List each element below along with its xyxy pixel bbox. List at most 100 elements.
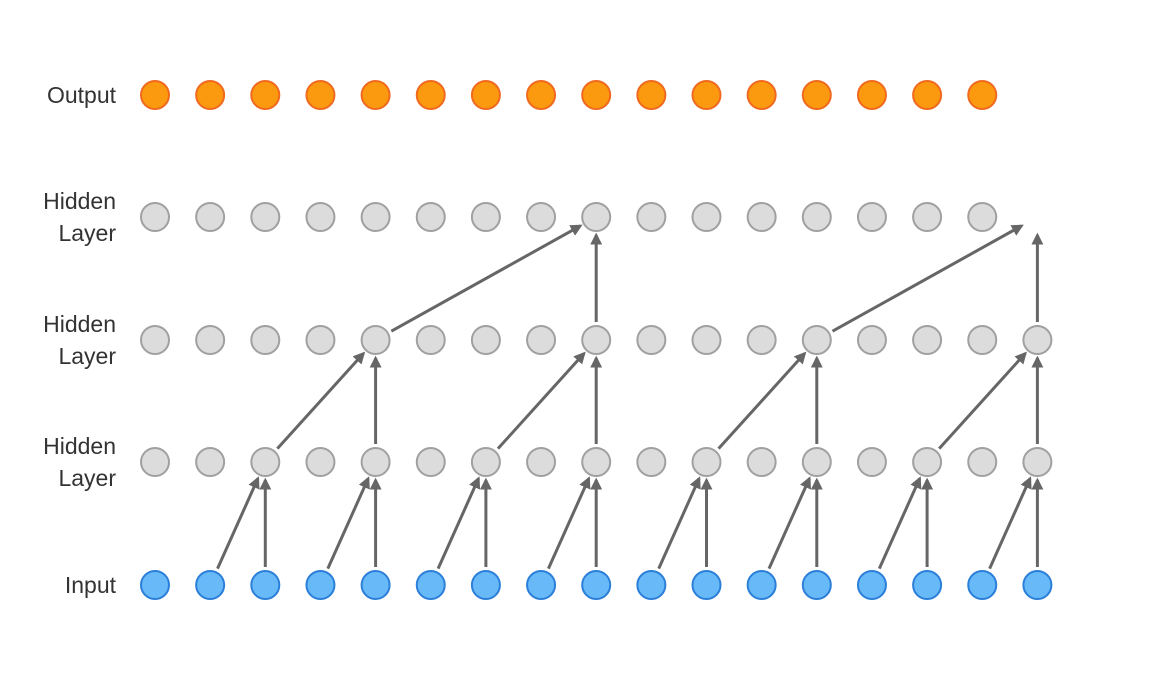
node — [195, 80, 226, 110]
node — [967, 570, 998, 600]
node — [250, 570, 281, 600]
node — [746, 325, 777, 355]
node — [250, 80, 281, 110]
node — [856, 202, 887, 232]
node — [250, 202, 281, 232]
node — [360, 570, 391, 600]
node — [691, 447, 722, 477]
node — [415, 80, 446, 110]
node — [636, 80, 667, 110]
node — [967, 80, 998, 110]
node — [1022, 325, 1053, 355]
node — [912, 570, 943, 600]
arrow — [717, 351, 807, 450]
node — [856, 80, 887, 110]
node — [691, 80, 722, 110]
node — [1022, 570, 1053, 600]
node — [581, 202, 612, 232]
node — [801, 447, 832, 477]
arrow — [496, 351, 586, 450]
node — [526, 202, 557, 232]
node — [470, 447, 501, 477]
node — [195, 202, 226, 232]
node — [636, 570, 667, 600]
node — [801, 80, 832, 110]
node — [746, 447, 777, 477]
node — [305, 447, 336, 477]
arrow — [767, 476, 811, 570]
node — [691, 570, 722, 600]
arrow — [216, 476, 260, 570]
arrow — [547, 476, 591, 570]
arrow — [436, 476, 481, 570]
node — [967, 325, 998, 355]
node — [691, 325, 722, 355]
node — [140, 325, 170, 355]
node — [305, 570, 336, 600]
arrow — [831, 224, 1024, 333]
node — [581, 80, 612, 110]
node — [140, 80, 170, 110]
node — [801, 325, 832, 355]
node — [470, 202, 501, 232]
node — [526, 325, 557, 355]
node — [801, 202, 832, 232]
node — [140, 447, 170, 477]
node — [912, 80, 943, 110]
layer-label: Hidden Layer — [43, 433, 116, 491]
arrow — [276, 351, 366, 450]
node — [415, 447, 446, 477]
node — [195, 447, 226, 477]
node — [360, 202, 391, 232]
node — [195, 325, 226, 355]
node — [636, 325, 667, 355]
node — [967, 202, 998, 232]
node — [526, 447, 557, 477]
node — [470, 325, 501, 355]
node — [250, 447, 281, 477]
node — [581, 447, 612, 477]
node — [140, 202, 170, 232]
node — [415, 325, 446, 355]
node — [856, 325, 887, 355]
node — [305, 202, 336, 232]
node — [912, 202, 943, 232]
node — [856, 570, 887, 600]
node — [360, 447, 391, 477]
node — [636, 447, 667, 477]
layer-label: Hidden Layer — [43, 188, 116, 246]
arrow — [877, 476, 922, 570]
node — [470, 570, 501, 600]
node — [746, 80, 777, 110]
layer-label: Hidden Layer — [43, 311, 116, 369]
node — [746, 570, 777, 600]
node — [801, 570, 832, 600]
node — [636, 202, 667, 232]
node — [526, 80, 557, 110]
node — [415, 570, 446, 600]
node — [746, 202, 777, 232]
node — [691, 202, 722, 232]
arrow — [988, 476, 1032, 570]
arrow — [390, 224, 583, 333]
layer-label: Output — [46, 82, 116, 108]
arrow — [326, 476, 370, 570]
arrow — [938, 351, 1027, 450]
node — [250, 325, 281, 355]
arrow — [657, 476, 701, 570]
node — [305, 80, 336, 110]
node — [140, 570, 170, 600]
node — [415, 202, 446, 232]
node — [1022, 447, 1053, 477]
node — [526, 570, 557, 600]
node — [195, 570, 226, 600]
node — [912, 447, 943, 477]
node — [581, 570, 612, 600]
node — [360, 80, 391, 110]
node — [305, 325, 336, 355]
node — [856, 447, 887, 477]
node — [360, 325, 391, 355]
node — [581, 325, 612, 355]
